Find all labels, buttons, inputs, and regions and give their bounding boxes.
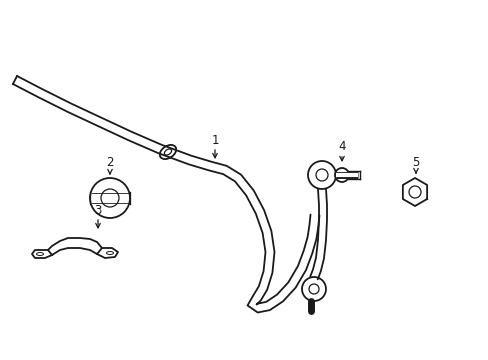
Text: 1: 1 xyxy=(211,134,218,147)
Text: 3: 3 xyxy=(94,203,102,216)
Text: 5: 5 xyxy=(411,157,419,170)
Text: 2: 2 xyxy=(106,157,114,170)
Text: 4: 4 xyxy=(338,140,345,153)
